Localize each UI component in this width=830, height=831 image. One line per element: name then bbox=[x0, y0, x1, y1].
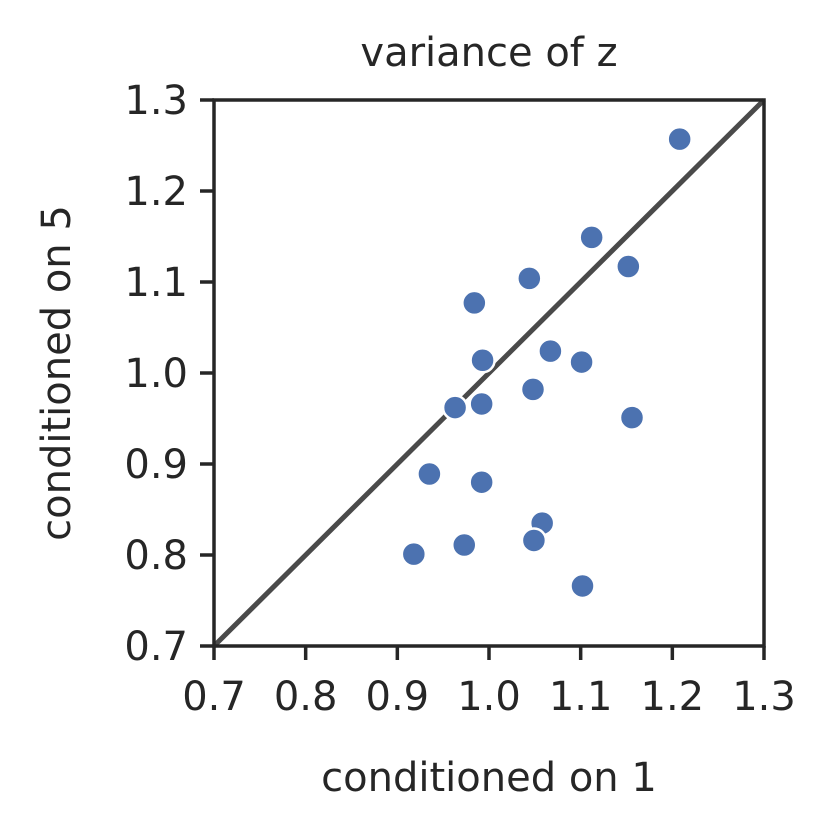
scatter-point bbox=[615, 253, 642, 280]
scatter-point bbox=[468, 390, 495, 418]
x-tick-label: 0.7 bbox=[182, 674, 246, 720]
y-tick-label: 0.7 bbox=[124, 624, 188, 670]
y-tick-label: 1.2 bbox=[124, 169, 188, 215]
scatter-point bbox=[441, 394, 469, 421]
y-tick-label: 1.1 bbox=[124, 260, 188, 306]
x-tick-label: 1.1 bbox=[549, 674, 613, 720]
scatter-point bbox=[618, 404, 646, 431]
x-tick-label: 0.9 bbox=[366, 674, 430, 720]
scatter-point bbox=[520, 527, 548, 554]
x-axis-label: conditioned on 1 bbox=[321, 755, 657, 801]
x-tick-label: 1.0 bbox=[457, 674, 521, 720]
reference-line bbox=[212, 98, 766, 648]
x-tick-label: 1.2 bbox=[641, 674, 705, 720]
scatter-point bbox=[516, 265, 543, 292]
plot-layer: 0.7 0.8 0.9 1.0 1.1 1.2 1.3 0.7 0.8 0.9 1.0 1.1 1.2 1… bbox=[124, 78, 795, 720]
scatter-point bbox=[468, 468, 495, 496]
scatter-point bbox=[469, 347, 496, 374]
x-tick-label: 0.8 bbox=[274, 674, 338, 720]
y-tick-label: 1.0 bbox=[124, 351, 188, 397]
chart-title: variance of z bbox=[360, 30, 617, 76]
scatter-point bbox=[451, 531, 478, 559]
scatter-point bbox=[400, 540, 428, 568]
scatter-point bbox=[461, 289, 488, 317]
scatter-point bbox=[416, 460, 443, 488]
scatter-point bbox=[519, 376, 547, 403]
x-tick-label: 1.3 bbox=[732, 674, 796, 720]
y-tick-label: 0.9 bbox=[124, 442, 188, 488]
scatter-point bbox=[568, 348, 595, 376]
y-axis-label: conditioned on 5 bbox=[34, 205, 80, 541]
y-tick-label: 1.3 bbox=[124, 78, 188, 124]
scatter-point bbox=[578, 224, 605, 251]
y-tick-label: 0.8 bbox=[124, 533, 188, 579]
scatter-point bbox=[537, 337, 564, 365]
scatter-point bbox=[569, 572, 596, 600]
scatter-point bbox=[666, 125, 693, 153]
